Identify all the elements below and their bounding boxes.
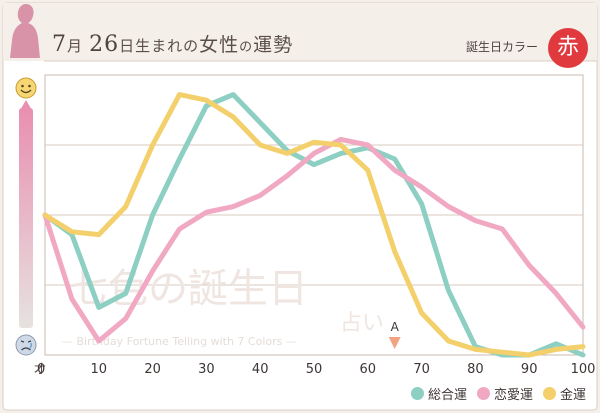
marker-arrow-icon [388, 337, 401, 349]
legend-label: 恋愛運 [493, 388, 533, 403]
x-tick-label: 0 [37, 362, 45, 377]
gender-label: 女性 [199, 34, 240, 56]
scale-up-arrow-icon [19, 100, 33, 112]
x-tick-label: 10 [91, 362, 108, 377]
sad-face-icon [15, 334, 37, 356]
month-unit: 月 [67, 37, 84, 55]
birth-color-label: 誕生日カラー [465, 40, 538, 54]
x-tick-labels: 0 10 20 30 40 50 60 70 80 90 100 [37, 362, 595, 377]
chart-grid [44, 74, 584, 356]
fortune-gradient-bar [19, 108, 33, 328]
series-line-1 [42, 136, 586, 344]
x-tick-label: 50 [306, 362, 323, 377]
chart-legend: 総合運 恋愛運 金運 [410, 384, 586, 403]
x-tick-label: 90 [521, 362, 538, 377]
legend-swatch [542, 387, 556, 400]
birth-color-badge: 赤 [548, 28, 588, 68]
series-line-2 [42, 92, 586, 358]
legend-item-0: 総合運 [410, 384, 467, 403]
marker-label: A [391, 320, 400, 334]
x-tick-label: 20 [144, 362, 161, 377]
legend-item-2: 金運 [542, 384, 586, 403]
x-tick-label: 70 [413, 362, 430, 377]
title-particle: の [239, 40, 254, 55]
chart-header: 7月 26日生まれの女性の運勢 誕生日カラー 赤 [0, 0, 600, 68]
legend-swatch [410, 387, 424, 400]
x-tick-label: 100 [571, 362, 596, 377]
watermark-english: — Birthday Fortune Telling with 7 Colors… [62, 335, 297, 348]
fortune-scale [15, 77, 37, 356]
watermark-subtitle: 占い [340, 311, 384, 336]
legend-label: 金運 [559, 388, 586, 403]
legend-label: 総合運 [427, 388, 467, 403]
day-unit: 日生まれの [119, 37, 200, 55]
series-lines [42, 92, 586, 358]
birth-day: 26 [89, 32, 120, 57]
age-marker: A [388, 320, 401, 349]
legend-item-1: 恋愛運 [476, 384, 533, 403]
woman-silhouette-icon [10, 4, 40, 58]
watermark: 七色の誕生日 占い — Birthday Fortune Telling wit… [62, 266, 384, 348]
birth-month: 7 [52, 32, 67, 57]
x-tick-label: 30 [198, 362, 215, 377]
x-tick-label: 80 [467, 362, 484, 377]
legend-swatch [476, 387, 490, 400]
subject-label: 運勢 [253, 34, 294, 56]
smile-face-icon [15, 77, 37, 99]
x-tick-label: 40 [252, 362, 269, 377]
page-title: 7月 26日生まれの女性の運勢 [52, 30, 293, 57]
x-axis-unit: 才 [34, 362, 46, 376]
x-tick-label: 60 [360, 362, 377, 377]
